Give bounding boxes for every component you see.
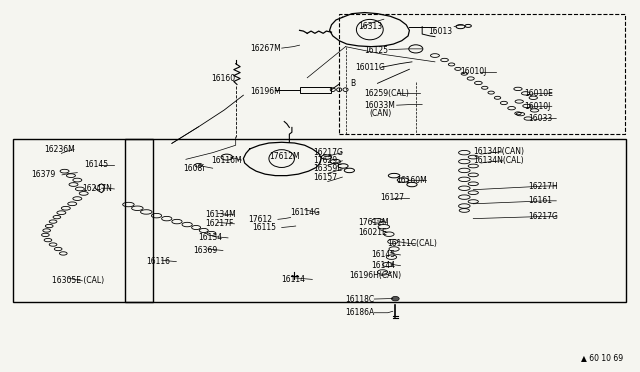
Text: 16196H(CAN): 16196H(CAN): [349, 271, 401, 280]
Text: 16134N(CAL): 16134N(CAL): [473, 156, 524, 165]
Text: 16010E: 16010E: [524, 89, 553, 98]
Text: 16116M: 16116M: [211, 155, 242, 164]
Text: 16145: 16145: [84, 160, 108, 169]
Text: ▲ 60 10 69: ▲ 60 10 69: [581, 353, 623, 362]
Text: 17629: 17629: [314, 156, 338, 165]
Text: 16144: 16144: [371, 261, 396, 270]
Text: 16236M: 16236M: [44, 145, 75, 154]
Text: 17612M: 17612M: [358, 218, 389, 227]
Text: 16127: 16127: [381, 193, 404, 202]
Text: 16115: 16115: [252, 223, 276, 232]
Bar: [13, 139, 153, 302]
Text: 16259(CAL): 16259(CAL): [365, 89, 410, 98]
Text: 16010J: 16010J: [524, 102, 551, 111]
Text: 16247N: 16247N: [83, 185, 112, 193]
Text: 16013: 16013: [429, 26, 452, 36]
Ellipse shape: [269, 150, 294, 167]
Text: 16118C: 16118C: [346, 295, 374, 304]
Text: 16305E (CAL): 16305E (CAL): [52, 276, 104, 285]
Text: 16134M: 16134M: [205, 211, 236, 219]
Text: 16313: 16313: [358, 22, 383, 31]
Text: 16010J: 16010J: [461, 67, 487, 76]
Ellipse shape: [356, 19, 383, 40]
Text: 16160M: 16160M: [397, 176, 428, 185]
Bar: [300, 87, 332, 93]
Text: 16369: 16369: [193, 246, 218, 255]
Bar: [339, 14, 625, 134]
Text: 16217F: 16217F: [205, 219, 234, 228]
Text: 16379: 16379: [31, 170, 56, 179]
Text: 16116: 16116: [147, 257, 170, 266]
Text: 17612: 17612: [248, 215, 273, 224]
Text: 16125: 16125: [365, 46, 388, 55]
Text: 16359E: 16359E: [314, 164, 342, 173]
Text: 16033M: 16033M: [365, 101, 396, 110]
Text: 16114: 16114: [282, 275, 306, 284]
Text: 16160: 16160: [211, 74, 236, 83]
Text: 16196M: 16196M: [250, 87, 280, 96]
Text: 16011G: 16011G: [355, 63, 385, 72]
Text: 16217G: 16217G: [314, 148, 344, 157]
Text: 1608i: 1608i: [183, 164, 205, 173]
Text: B: B: [351, 79, 356, 88]
Text: 16217H: 16217H: [528, 182, 558, 190]
Text: (CAN): (CAN): [369, 109, 392, 118]
Text: 16134P(CAN): 16134P(CAN): [473, 147, 524, 156]
Text: 17612M: 17612M: [269, 152, 300, 161]
Circle shape: [392, 296, 399, 301]
Text: 16267M: 16267M: [250, 44, 280, 53]
Text: 16157: 16157: [314, 173, 338, 182]
Text: 16033: 16033: [528, 114, 552, 123]
Bar: [125, 139, 626, 302]
Text: 16111C(CAL): 16111C(CAL): [388, 239, 438, 248]
Text: 16145: 16145: [371, 250, 396, 259]
Text: 16217G: 16217G: [528, 212, 558, 221]
Text: 16186A: 16186A: [346, 308, 375, 317]
Text: 16134: 16134: [198, 233, 223, 243]
Text: 16114G: 16114G: [290, 208, 320, 217]
Text: 16021E: 16021E: [358, 228, 387, 237]
Text: 16161: 16161: [528, 196, 552, 205]
